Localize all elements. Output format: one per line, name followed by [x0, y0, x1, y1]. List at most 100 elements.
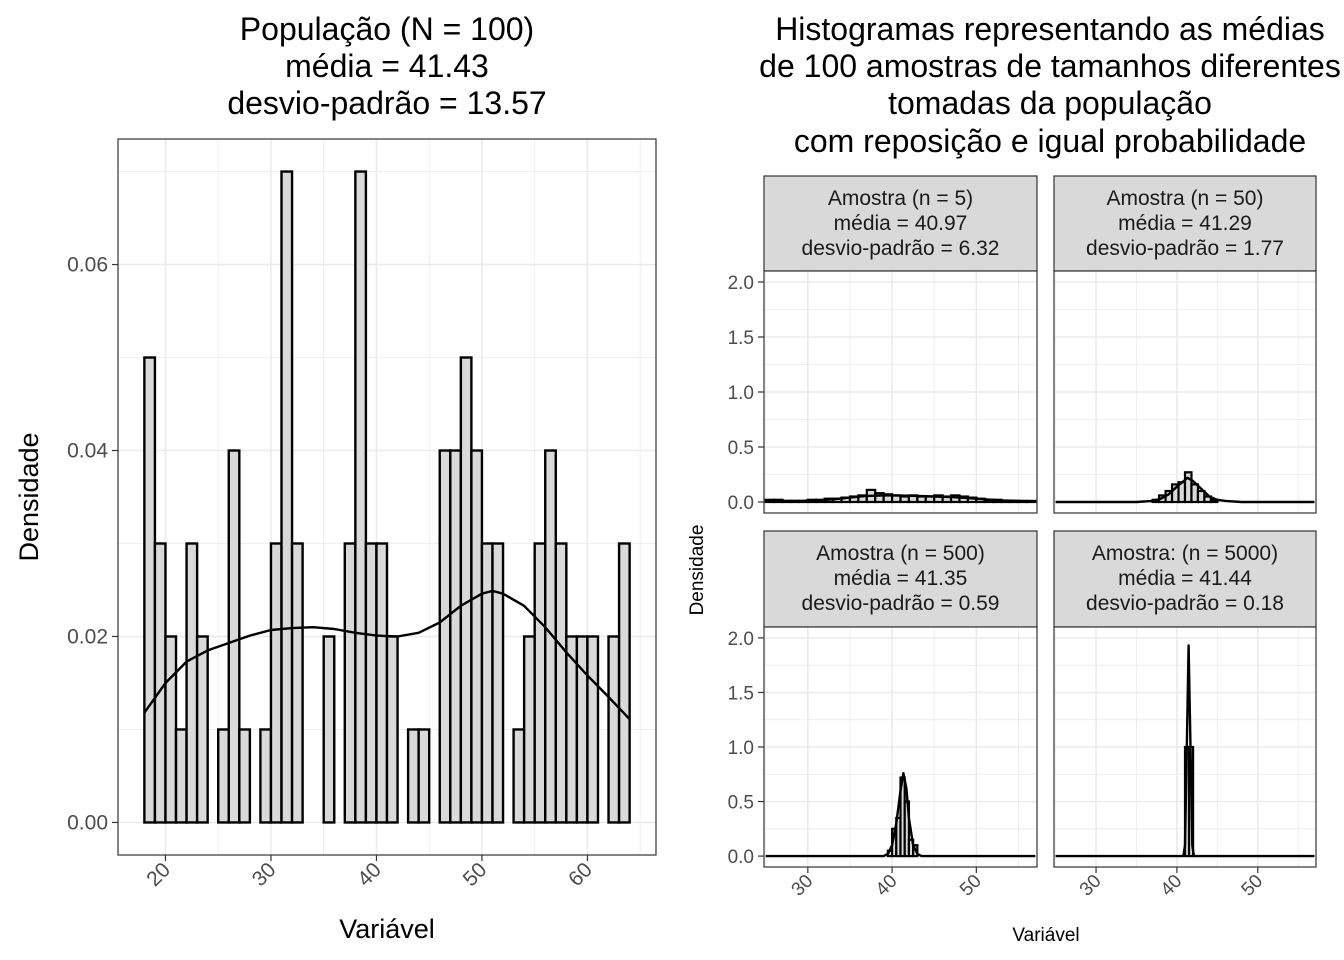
histogram-bar [586, 635, 600, 824]
y-tick-label: 1.5 [728, 328, 754, 349]
y-tick-label: 2.0 [728, 273, 754, 294]
right-title-line-4: com reposição e igual probabilidade [794, 123, 1306, 159]
density-curve [1055, 476, 1315, 504]
facet-panel: Amostra (n = 5)média = 40.97desvio-padrã… [728, 175, 1038, 514]
facet-strip [1053, 530, 1317, 628]
right-x-axis-label: Variável [1012, 925, 1079, 946]
x-tick-label: 50 [1238, 871, 1268, 901]
facet-panel: Amostra (n = 50)média = 41.29desvio-padr… [1053, 175, 1317, 514]
histogram-bar [617, 542, 631, 824]
histogram-bar [512, 728, 526, 824]
facet-panel: Amostra: (n = 5000)média = 41.44desvio-p… [1053, 530, 1317, 901]
histogram-bar [259, 728, 273, 824]
left-title-line-1: População (N = 100) [240, 11, 534, 47]
y-tick-label: 2.0 [728, 629, 754, 650]
y-tick-label: 0.00 [67, 811, 108, 834]
panel-border [117, 138, 657, 856]
panel-border [1053, 270, 1317, 514]
right-title-line-1: Histogramas representando as médias [775, 11, 1325, 47]
y-tick-label: 0.06 [67, 254, 108, 277]
x-tick-label: 60 [564, 858, 597, 891]
facet-strip-text: Amostra (n = 5) [828, 187, 973, 210]
facet-strip [1053, 175, 1317, 272]
histogram-bar [480, 542, 494, 824]
y-tick-label: 0.5 [728, 438, 754, 459]
y-tick-label: 1.0 [728, 738, 754, 759]
histogram-bar [164, 635, 178, 824]
histogram-bar [343, 542, 357, 824]
panel-border [1053, 626, 1317, 868]
left-y-axis-label: Densidade [14, 432, 44, 561]
x-tick-label: 40 [1157, 871, 1187, 901]
histogram-bar [385, 635, 399, 824]
facet-strip-text: média = 40.97 [834, 212, 968, 235]
histogram-bar [238, 728, 252, 824]
histogram-bar [899, 495, 911, 504]
y-tick-label: 1.0 [728, 383, 754, 404]
x-tick-label: 50 [459, 858, 492, 891]
facet-strip-text: Amostra (n = 500) [816, 542, 985, 565]
histogram-bar [217, 728, 230, 824]
facet-strip-text: Amostra: (n = 5000) [1092, 542, 1278, 565]
histogram-bar [449, 449, 463, 824]
facet-strip-text: desvio-padrão = 0.59 [802, 592, 1000, 615]
y-tick-label: 0.5 [728, 793, 754, 814]
facet-strip-text: média = 41.44 [1118, 567, 1252, 590]
histogram-bar [406, 728, 420, 824]
histogram-bar [322, 635, 336, 824]
x-tick-label: 50 [956, 871, 986, 901]
x-tick-label: 30 [1076, 871, 1106, 901]
left-x-axis-label: Variável [339, 914, 435, 944]
population-histogram-panel [117, 138, 657, 856]
y-tick-label: 0.0 [728, 847, 754, 868]
histogram-bar [417, 728, 431, 824]
histogram-bar [438, 449, 452, 824]
histogram-bar [491, 542, 505, 824]
x-tick-label: 40 [353, 858, 386, 891]
x-tick-label: 20 [142, 858, 175, 891]
facet-strip-text: média = 41.35 [834, 567, 968, 590]
y-tick-label: 0.02 [67, 625, 108, 648]
histogram-bar [185, 542, 199, 824]
histogram-bar [554, 542, 568, 824]
right-title-line-3: tomadas da população [888, 85, 1212, 121]
histogram-bar [227, 449, 241, 824]
density-curve [143, 589, 631, 721]
histogram-bar [375, 542, 389, 824]
histogram-bar [195, 635, 209, 824]
histogram-bar [470, 449, 484, 824]
sample-means-facets: Amostra (n = 5)média = 40.97 desvio-padrã… [728, 175, 1317, 901]
histogram-bar [269, 542, 283, 824]
histogram-bar [354, 170, 368, 824]
left-title: População (N = 100) média = 41.43 desvio… [227, 11, 546, 121]
y-tick-label: 1.5 [728, 683, 754, 704]
histogram-bar [607, 635, 621, 824]
histogram-bar [565, 635, 579, 824]
facet-strip-text: Amostra (n = 50) [1107, 187, 1264, 210]
histogram-bar [174, 728, 188, 824]
histogram-bar [280, 170, 294, 824]
facet-strip-text: desvio-padrão = 0.18 [1086, 592, 1284, 615]
histogram-bar [533, 542, 547, 824]
facet-strip-text: média = 41.29 [1118, 212, 1252, 235]
density-curve [1055, 644, 1315, 858]
right-y-axis-label: Densidade [687, 525, 708, 616]
right-title-line-2: de 100 amostras de tamanhos diferentes [759, 48, 1341, 84]
facet-strip [763, 530, 1038, 628]
histogram-bar [153, 542, 167, 824]
density-curve [765, 494, 1036, 503]
histogram-bar [290, 542, 304, 824]
left-title-line-2: média = 41.43 [285, 48, 489, 84]
left-title-line-3: desvio-padrão = 13.57 [227, 85, 546, 121]
x-tick-label: 30 [788, 871, 818, 901]
x-tick-label: 40 [872, 871, 902, 901]
density-curve [765, 772, 1036, 858]
right-title: Histogramas representando as médias de 1… [759, 11, 1341, 159]
histogram-bar [522, 635, 536, 824]
y-tick-label: 0.04 [67, 440, 108, 463]
facet-strip [763, 175, 1038, 272]
x-tick-label: 30 [248, 858, 281, 891]
facet-strip-text: desvio-padrão = 1.77 [1086, 237, 1284, 260]
facet-panel: Amostra (n = 500)média = 41.35desvio-pad… [728, 530, 1038, 901]
